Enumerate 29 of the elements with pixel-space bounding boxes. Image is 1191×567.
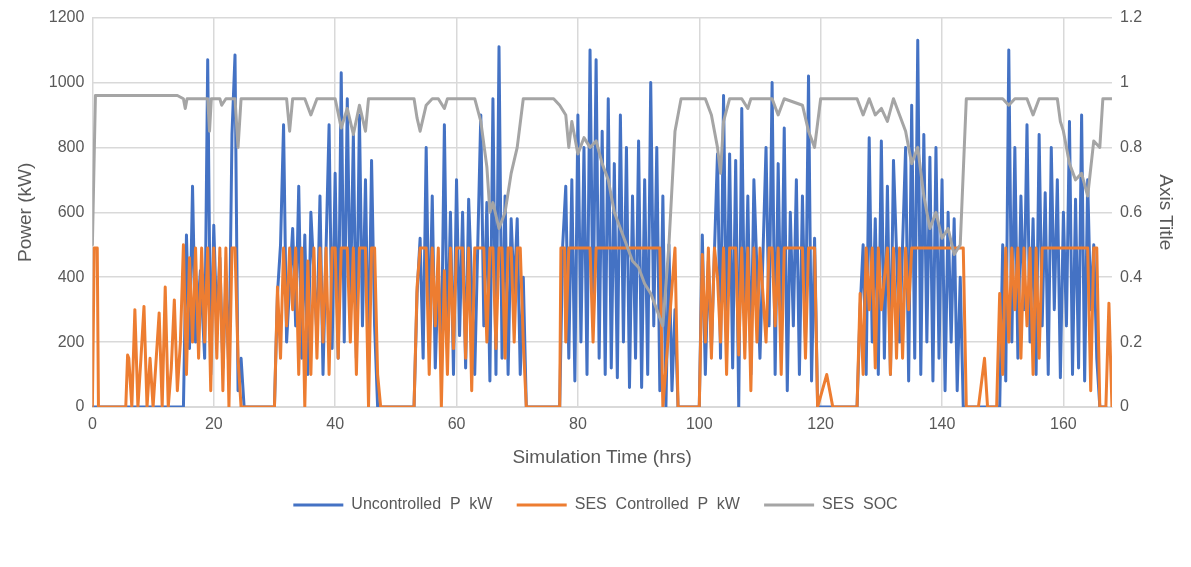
y2-tick-label: 1: [1119, 72, 1129, 90]
y-tick-label: 0: [75, 397, 85, 415]
x-tick-label: 120: [807, 415, 835, 433]
x-tick-label: 60: [447, 415, 466, 433]
x-tick-label: 0: [87, 415, 97, 433]
y2-tick-label: 0.2: [1119, 332, 1143, 350]
legend-label: Uncontrolled P kW: [351, 495, 494, 513]
y-tick-label: 400: [57, 267, 85, 285]
y2-tick-label: 0.6: [1119, 202, 1143, 220]
y2-tick-label: 1.2: [1119, 8, 1143, 26]
legend-label: SES SOC: [822, 495, 898, 513]
x-tick-label: 40: [326, 415, 345, 433]
y2-tick-label: 0: [1119, 397, 1129, 415]
x-tick-label: 20: [204, 415, 223, 433]
x-axis-title: Simulation Time (hrs): [512, 445, 692, 467]
legend-label: SES Controlled P kW: [574, 495, 741, 513]
y2-tick-label: 0.8: [1119, 137, 1143, 155]
y2-tick-label: 0.4: [1119, 267, 1143, 285]
x-tick-label: 160: [1050, 415, 1077, 433]
y-axis-title: Power (kW): [13, 162, 35, 262]
y-tick-label: 1200: [48, 8, 85, 26]
y-tick-label: 1000: [48, 72, 85, 90]
x-tick-label: 80: [569, 415, 587, 433]
y2-axis-title: Axis Title: [1156, 174, 1178, 251]
y-tick-label: 200: [57, 332, 85, 350]
x-tick-label: 100: [685, 415, 713, 433]
y-tick-label: 800: [57, 137, 85, 155]
y-tick-label: 600: [57, 202, 85, 220]
x-tick-label: 140: [928, 415, 956, 433]
